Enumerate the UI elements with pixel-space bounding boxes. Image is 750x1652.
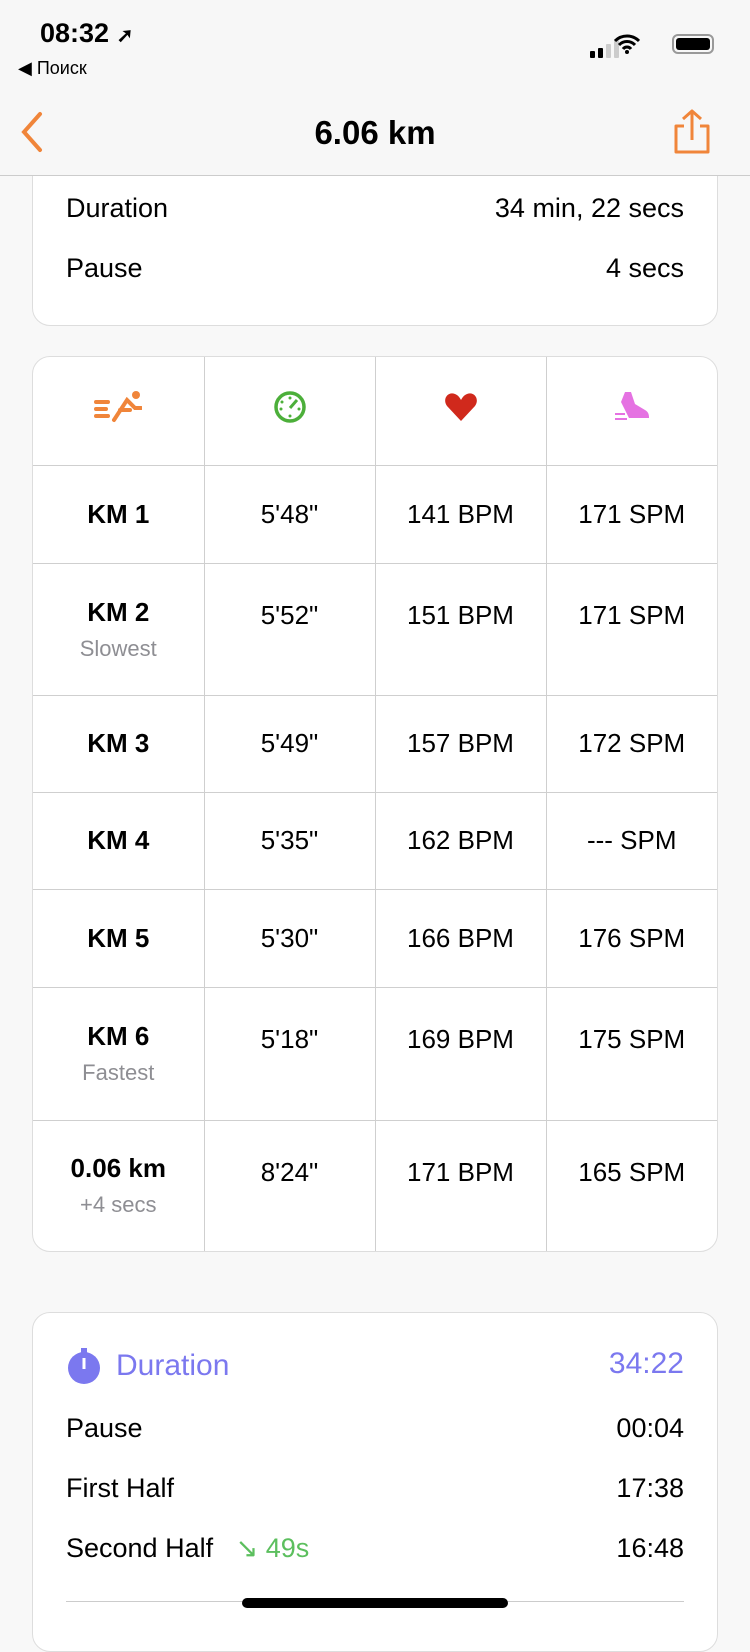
split-label: KM 3 bbox=[87, 728, 150, 758]
cadence: --- SPM bbox=[545, 791, 717, 890]
cadence: 175 SPM bbox=[545, 986, 717, 1121]
second-half-row: Second Half ↘ 49s 16:48 bbox=[66, 1533, 684, 1564]
label: Pause bbox=[66, 253, 143, 283]
split-note: Slowest bbox=[79, 635, 157, 661]
shoe-icon bbox=[614, 392, 649, 421]
pace: 5'30" bbox=[203, 888, 376, 988]
heart-rate: 157 BPM bbox=[374, 694, 547, 793]
value: 16:48 bbox=[616, 1533, 684, 1563]
duration-card: Duration 34:22 Pause 00:04 First Half 17:3… bbox=[32, 1312, 718, 1652]
split-label: KM 5 bbox=[87, 922, 150, 953]
split-label: KM 4 bbox=[87, 825, 150, 855]
pause-row: Pause 00:04 bbox=[66, 1413, 684, 1444]
heart-rate: 162 BPM bbox=[374, 791, 547, 890]
delta-badge: ↘ 49s bbox=[235, 1533, 310, 1563]
label: First Half bbox=[66, 1473, 174, 1503]
clock: 08:32 ➚ bbox=[40, 18, 133, 49]
duration-title: Duration bbox=[116, 1349, 230, 1382]
status-bar: 08:32 ➚ ◀ Поиск bbox=[0, 0, 750, 96]
duration-total: 34:22 bbox=[608, 1347, 684, 1380]
split-label: KM 6 bbox=[87, 1021, 150, 1051]
nav-bar: 6.06 km bbox=[0, 96, 750, 176]
heart-icon bbox=[444, 393, 477, 422]
pace: 5'52" bbox=[203, 562, 376, 696]
time: 08:32 bbox=[40, 18, 110, 48]
heart-rate: 151 BPM bbox=[374, 562, 547, 696]
table-row[interactable]: KM 2 Slowest 5'52" 151 BPM 171 SPM bbox=[33, 562, 717, 696]
pace: 5'35" bbox=[203, 791, 376, 890]
first-half-row: First Half 17:38 bbox=[66, 1473, 684, 1504]
label: Second Half bbox=[66, 1533, 214, 1563]
value: 17:38 bbox=[616, 1473, 684, 1503]
stopwatch-icon bbox=[68, 1348, 100, 1384]
split-note: Fastest bbox=[82, 1060, 155, 1085]
share-icon[interactable] bbox=[670, 108, 714, 156]
back-chevron-icon[interactable] bbox=[16, 110, 46, 154]
table-row[interactable]: KM 5 5'30" 166 BPM 176 SPM bbox=[33, 888, 717, 988]
summary-row-duration: Duration 34 min, 22 secs bbox=[66, 193, 684, 224]
cadence: 171 SPM bbox=[545, 562, 717, 696]
table-row[interactable]: KM 4 5'35" 162 BPM --- SPM bbox=[33, 791, 717, 890]
table-header bbox=[33, 357, 717, 466]
split-label: KM 1 bbox=[87, 498, 150, 529]
wifi-icon bbox=[614, 34, 640, 54]
label: Pause bbox=[66, 1413, 143, 1443]
back-to-app[interactable]: ◀ Поиск bbox=[18, 58, 87, 78]
heart-rate: 141 BPM bbox=[374, 464, 547, 564]
split-label: 0.06 km bbox=[70, 1153, 166, 1184]
value: 4 secs bbox=[605, 253, 684, 283]
heart-rate: 166 BPM bbox=[374, 888, 547, 988]
table-row[interactable]: KM 6 Fastest 5'18" 169 BPM 175 SPM bbox=[33, 986, 717, 1121]
battery-icon bbox=[672, 34, 714, 54]
split-note: +4 secs bbox=[80, 1192, 157, 1218]
summary-row-pause: Pause 4 secs bbox=[66, 253, 684, 284]
label: Duration bbox=[66, 193, 169, 223]
heart-rate: 169 BPM bbox=[374, 986, 547, 1121]
cadence: 171 SPM bbox=[545, 464, 717, 564]
cadence: 165 SPM bbox=[545, 1119, 717, 1251]
table-row[interactable]: 0.06 km +4 secs 8'24" 171 BPM 165 SPM bbox=[33, 1119, 717, 1251]
value: 34 min, 22 secs bbox=[494, 193, 684, 223]
home-indicator[interactable] bbox=[242, 1598, 508, 1608]
splits-table: KM 1 5'48" 141 BPM 171 SPM KM 2 Slowest 5'52"… bbox=[32, 356, 718, 1252]
pace: 5'49" bbox=[203, 694, 376, 793]
page-title: 6.06 km bbox=[314, 114, 436, 151]
pace: 5'18" bbox=[203, 986, 376, 1121]
split-label: KM 2 bbox=[87, 596, 150, 627]
location-arrow-icon: ➚ bbox=[116, 25, 134, 47]
runner-icon bbox=[94, 391, 144, 423]
pace: 8'24" bbox=[203, 1119, 376, 1251]
signal-icon bbox=[590, 40, 619, 58]
pace-gauge-icon bbox=[273, 391, 306, 423]
table-row[interactable]: KM 1 5'48" 141 BPM 171 SPM bbox=[33, 464, 717, 564]
table-row[interactable]: KM 3 5'49" 157 BPM 172 SPM bbox=[33, 694, 717, 793]
value: 00:04 bbox=[616, 1413, 684, 1443]
pace: 5'48" bbox=[203, 464, 376, 564]
heart-rate: 171 BPM bbox=[374, 1119, 547, 1251]
cadence: 176 SPM bbox=[545, 888, 717, 988]
cadence: 172 SPM bbox=[545, 694, 717, 793]
duration-header: Duration 34:22 bbox=[66, 1347, 684, 1385]
